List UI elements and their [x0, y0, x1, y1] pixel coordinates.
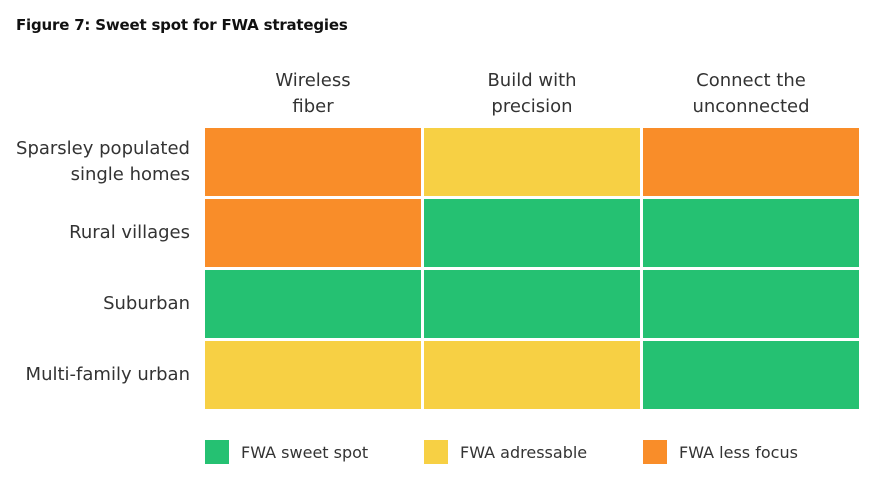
legend-label-sweet-spot: FWA sweet spot [241, 442, 369, 462]
column-header-connect-the-unconnected: Connect the unconnected [692, 70, 810, 117]
legend-item-sweet-spot: FWA sweet spot [205, 440, 368, 464]
legend-item-adressable: FWA adressable [424, 440, 587, 464]
heatmap-cell [205, 270, 421, 338]
legend-swatch-adressable [424, 440, 448, 464]
chart-title: Figure 7: Sweet spot for FWA strategies [16, 16, 348, 34]
legend-label-less-focus: FWA less focus [679, 442, 798, 462]
heatmap-cell [424, 199, 640, 267]
column-header-build-with-precision: Build with precision [487, 70, 577, 117]
heatmap-cell [424, 128, 640, 196]
heatmap-cell [643, 199, 859, 267]
heatmap-cell [643, 128, 859, 196]
legend-swatch-less-focus [643, 440, 667, 464]
legend-swatch-sweet-spot [205, 440, 229, 464]
heatmap-cell [643, 341, 859, 409]
heatmap-cell [424, 341, 640, 409]
legend-label-adressable: FWA adressable [460, 442, 588, 462]
legend-item-less-focus: FWA less focus [643, 440, 798, 464]
column-header-wireless-fiber: Wireless fiber [275, 70, 351, 117]
row-header-rural-villages: Rural villages [69, 222, 190, 243]
row-header-multi-family-urban: Multi-family urban [25, 364, 190, 385]
heatmap-cell [424, 270, 640, 338]
row-header-sparsely-populated: Sparsley populated single homes [16, 138, 190, 185]
heatmap-cell [205, 199, 421, 267]
row-header-suburban: Suburban [103, 293, 190, 314]
heatmap-cell [205, 341, 421, 409]
heatmap-cell [643, 270, 859, 338]
heatmap-cell [205, 128, 421, 196]
